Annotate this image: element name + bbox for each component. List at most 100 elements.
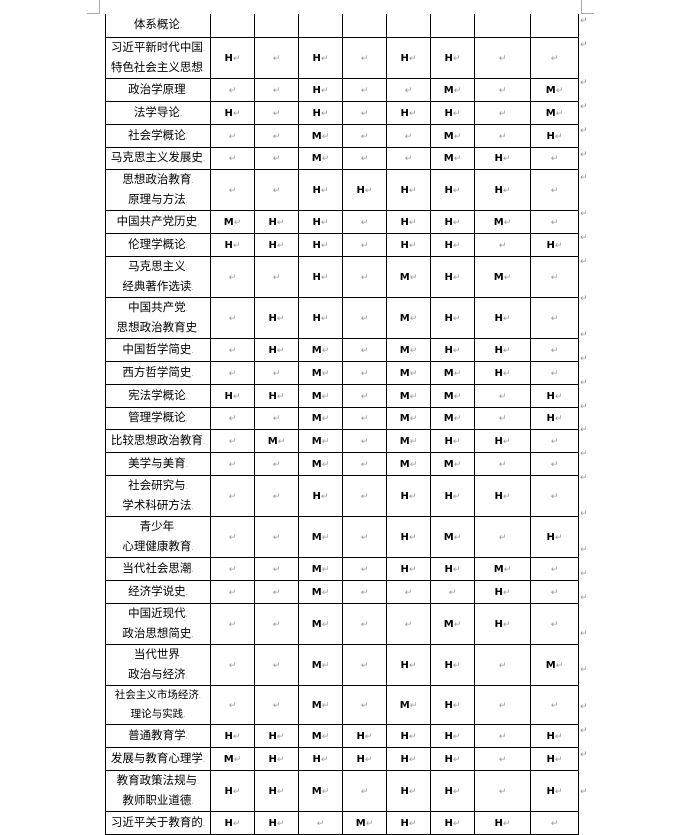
return-mark-icon: ↵	[321, 700, 330, 711]
return-mark-icon: ↵	[503, 217, 512, 228]
return-mark-icon: ↵	[272, 414, 281, 424]
rating-cell: M↵	[430, 360, 475, 385]
return-mark-icon: ↵	[502, 491, 511, 502]
course-name-cell: 宪法学概论.	[105, 383, 211, 408]
rating-cell: H↵	[430, 556, 475, 581]
rating-cell: ↵	[342, 428, 387, 453]
rating-cell: ↵	[474, 746, 531, 771]
return-mark-icon: ↵	[320, 217, 329, 228]
rating-cell: H↵	[530, 123, 579, 148]
rating-cell: ↵	[530, 146, 579, 170]
return-mark-icon: ↵	[453, 619, 462, 630]
paragraph-mark: .	[197, 777, 200, 786]
row-end-mark-icon: ↵	[580, 545, 588, 555]
return-mark-icon: ↵	[448, 587, 457, 598]
course-name-line: 美学与美育	[128, 455, 186, 470]
return-mark-icon: ↵	[228, 491, 237, 502]
rating-cell: H↵	[530, 723, 579, 748]
rating-value: H	[546, 390, 555, 402]
rating-cell: M↵	[430, 146, 475, 170]
rating-cell: ↵	[210, 146, 255, 170]
course-name-line: 心理健康教育	[122, 538, 192, 553]
course-name-line: 当代社会思潮	[122, 560, 192, 575]
return-mark-icon: ↵	[452, 185, 461, 196]
return-mark-icon: ↵	[453, 131, 462, 142]
return-mark-icon: ↵	[228, 85, 237, 96]
return-mark-icon: ↵	[408, 53, 417, 64]
rating-cell: H↵	[298, 255, 343, 298]
rating-value: H	[444, 239, 453, 251]
rating-cell: H↵	[430, 684, 475, 725]
return-mark-icon: ↵	[554, 414, 563, 424]
return-mark-icon: ↵	[272, 700, 281, 711]
paragraph-mark: .	[202, 437, 206, 446]
return-mark-icon: ↵	[276, 313, 285, 324]
rating-cell: H↵	[530, 383, 579, 408]
return-mark-icon: ↵	[320, 491, 329, 502]
rating-cell: H↵	[386, 515, 431, 558]
paragraph-mark: .	[202, 64, 206, 73]
return-mark-icon: ↵	[232, 391, 241, 402]
rating-value: M	[311, 153, 322, 164]
row-end-mark-icon: ↵	[580, 750, 588, 760]
row-end-mark-icon: ↵	[580, 593, 588, 603]
rating-cell: ↵	[342, 255, 387, 298]
return-mark-icon: ↵	[364, 754, 373, 765]
rating-cell: ↵	[210, 255, 255, 298]
return-mark-icon: ↵	[408, 564, 417, 575]
return-mark-icon: ↵	[503, 564, 512, 575]
rating-value: H	[224, 107, 233, 119]
table-row: 法学导论. H↵ ↵ H↵ ↵ H↵ H↵ ↵ M↵	[105, 100, 579, 125]
return-mark-icon: ↵	[550, 345, 559, 356]
return-mark-icon: ↵	[320, 313, 329, 324]
rating-cell: H↵	[210, 232, 255, 257]
rating-value: M	[493, 271, 504, 283]
return-mark-icon: ↵	[360, 491, 369, 502]
rating-cell: H↵	[430, 474, 475, 517]
return-mark-icon: ↵	[502, 436, 511, 447]
rating-value: H	[268, 216, 277, 228]
rating-cell	[298, 14, 343, 38]
row-end-mark-icon: ↵	[580, 629, 588, 639]
rating-cell: ↵	[210, 360, 255, 385]
return-mark-icon: ↵	[452, 818, 461, 829]
rating-cell: ↵	[210, 77, 255, 102]
course-name-cell: 经济学说史.	[105, 579, 211, 604]
return-mark-icon: ↵	[550, 154, 559, 164]
rating-cell	[474, 14, 531, 38]
rating-cell: H↵	[386, 723, 431, 748]
rating-cell: H↵	[210, 810, 255, 835]
rating-value: H	[494, 153, 503, 164]
rating-cell: M↵	[210, 746, 255, 771]
course-name-cell: 社会研究与. 学术科研方法.	[105, 474, 211, 517]
table-row: 普通教育学. H↵ H↵ M↵ H↵ H↵ H↵ ↵ H↵	[105, 723, 579, 748]
rating-cell: ↵	[342, 451, 387, 476]
return-mark-icon: ↵	[550, 53, 559, 64]
return-mark-icon: ↵	[360, 700, 369, 711]
rating-cell: ↵	[254, 36, 299, 79]
rating-value: H	[546, 413, 555, 424]
rating-cell: H↵	[386, 810, 431, 835]
return-mark-icon: ↵	[453, 459, 462, 470]
return-mark-icon: ↵	[228, 459, 237, 470]
return-mark-icon: ↵	[550, 272, 559, 283]
paragraph-mark: .	[202, 155, 206, 163]
rating-cell: H↵	[254, 296, 299, 339]
rating-value: H	[546, 130, 555, 142]
return-mark-icon: ↵	[409, 391, 418, 402]
rating-value: M	[311, 458, 322, 470]
rating-value: H	[444, 659, 453, 671]
rating-value: H	[400, 531, 409, 543]
row-end-mark-icon: ↵	[580, 425, 588, 435]
course-name-cell: 教育政策法规与. 教师职业道德.	[105, 769, 211, 812]
course-name-cell: 社会主义市场经济. 理论与实践.	[105, 684, 211, 725]
rating-cell: H↵	[386, 643, 431, 686]
course-name-line: 中国哲学简史	[122, 341, 192, 356]
return-mark-icon: ↵	[360, 368, 369, 379]
paragraph-mark: .	[191, 502, 194, 511]
row-end-mark-icon: ↵	[580, 509, 588, 519]
rating-cell: H↵	[474, 602, 531, 645]
return-mark-icon: ↵	[228, 154, 237, 164]
rating-cell: ↵	[210, 337, 255, 362]
return-mark-icon: ↵	[321, 660, 330, 671]
